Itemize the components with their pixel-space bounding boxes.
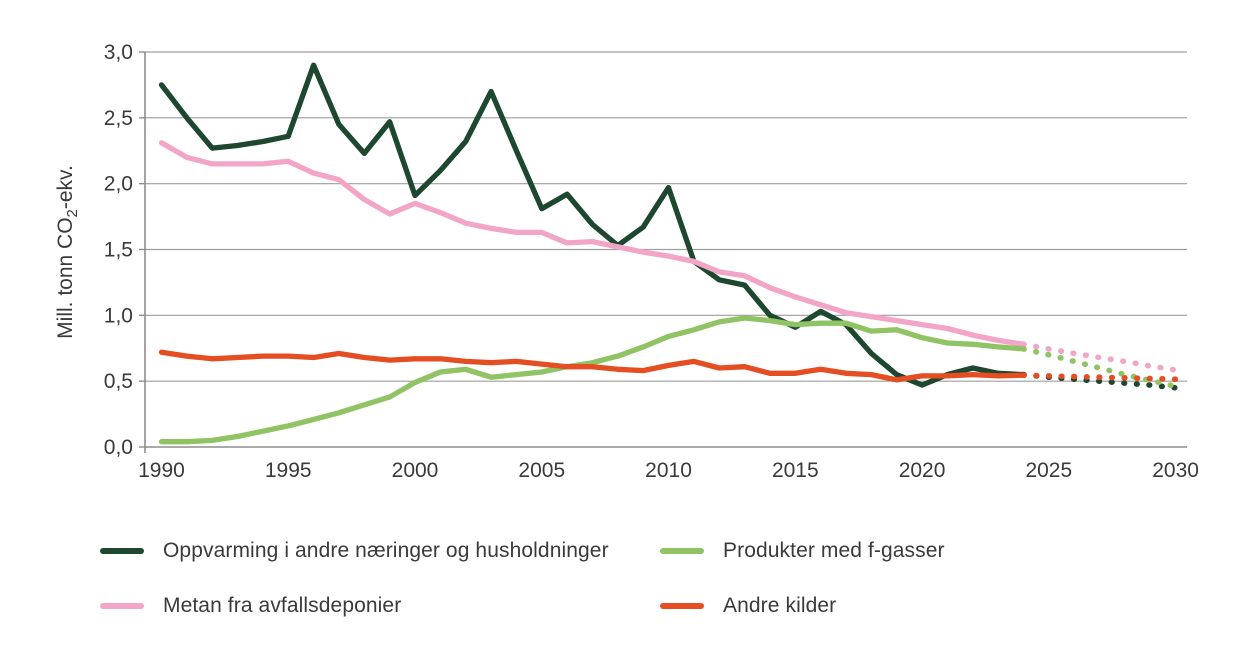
series-projection-andre-kilder	[1020, 372, 1179, 382]
y-axis-title-subscript: 2	[64, 209, 81, 217]
x-tick-label: 2005	[518, 459, 565, 482]
x-tick-label: 1990	[138, 459, 185, 482]
y-axis-title: Mill. tonn CO2-ekv.	[54, 165, 81, 339]
series-line-andre-kilder	[158, 349, 1027, 383]
y-tick-label: 2,0	[104, 173, 133, 196]
legend-item-metan: Metan fra avfallsdeponier	[100, 594, 402, 617]
series-line-oppvarming-i-andre-n-ringer-og-husholdninger	[158, 62, 1027, 388]
x-tick-label: 2010	[645, 459, 692, 482]
x-tick-label: 2030	[1152, 459, 1199, 482]
legend-swatch-orange	[660, 603, 704, 609]
x-tick-label: 2025	[1025, 459, 1072, 482]
series-line-metan-fra-avfallsdeponier	[158, 140, 1027, 347]
x-tick-label: 2020	[899, 459, 946, 482]
y-tick-label: 1,5	[104, 239, 133, 262]
legend-label: Andre kilder	[723, 594, 837, 617]
legend-item-oppvarming: Oppvarming i andre næringer og husholdni…	[100, 539, 609, 562]
legend-swatch-light-green	[660, 548, 704, 554]
series-projection-metan-fra-avfallsdeponier	[1020, 341, 1179, 373]
y-tick-label: 0,5	[104, 370, 133, 393]
x-tick-label: 2000	[392, 459, 439, 482]
legend-swatch-pink	[100, 603, 144, 609]
legend-label: Metan fra avfallsdeponier	[163, 594, 402, 617]
x-tick-label: 1995	[265, 459, 312, 482]
legend-label: Oppvarming i andre næringer og husholdni…	[163, 539, 609, 562]
legend-item-andre-kilder: Andre kilder	[660, 594, 837, 617]
legend-label: Produkter med f-gasser	[723, 539, 945, 562]
y-tick-label: 3,0	[104, 41, 133, 64]
y-tick-label: 1,0	[104, 304, 133, 327]
y-tick-label: 0,0	[104, 436, 133, 459]
y-tick-label: 2,5	[104, 107, 133, 130]
legend-swatch-dark-green	[100, 548, 144, 554]
legend-item-fgasser: Produkter med f-gasser	[660, 539, 945, 562]
series-projection-produkter-med-f-gasser	[1020, 346, 1179, 390]
plot-area: 0,0 0,5 1,0 1,5 2,0 2,5 3,0 1990 1995 2000 2005 201…	[104, 41, 1199, 482]
x-tick-label: 2015	[772, 459, 819, 482]
series-line-produkter-med-f-gasser	[158, 315, 1027, 445]
